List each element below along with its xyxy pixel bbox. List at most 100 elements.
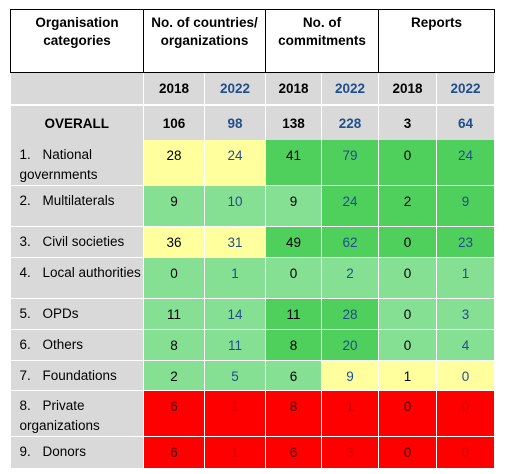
category-name: National governments	[19, 147, 98, 182]
year-cell: 2022	[436, 72, 496, 104]
value-cell: 9	[436, 185, 496, 227]
year-cell: 2022	[321, 72, 380, 104]
table-row: 4. Local authorities 0 1 0 2 0 1	[10, 257, 496, 299]
value-cell: 28	[143, 140, 205, 186]
value-cell: 0	[265, 257, 323, 299]
category-label: 5. OPDs	[10, 298, 144, 330]
value-cell: 3	[321, 436, 380, 469]
value-cell: 2	[143, 360, 205, 391]
table-row: 8. Private organizations 6 1 8 1 0 0	[10, 390, 496, 437]
category-name: Donors	[42, 444, 87, 459]
header-reports: Reports	[378, 9, 496, 73]
value-cell: 1	[204, 436, 267, 469]
category-name: OPDs	[42, 306, 79, 321]
value-cell: 0	[378, 329, 438, 361]
value-cell: 0	[378, 436, 438, 469]
value-cell: 9	[265, 185, 323, 227]
value-cell: 0	[378, 140, 438, 186]
value-cell: 24	[436, 140, 496, 186]
value-cell: 0	[436, 436, 496, 469]
value-cell: 2	[378, 185, 438, 227]
value-cell: 4	[436, 329, 496, 361]
table-row: 1. National governments 28 24 41 79 0 24	[10, 140, 496, 186]
header-categories: Organisation categories	[10, 9, 144, 73]
value-cell: 0	[378, 257, 438, 299]
value-cell: 41	[265, 140, 323, 186]
value-cell: 36	[143, 226, 205, 258]
value-cell: 31	[204, 226, 267, 258]
category-name: Private organizations	[19, 398, 100, 433]
header-commitments: No. of commitments	[265, 9, 380, 73]
year-cell: 2018	[378, 72, 438, 104]
year-cell: 2022	[204, 72, 267, 104]
overall-label: OVERALL	[10, 106, 144, 140]
value-cell: 0	[378, 390, 438, 437]
category-name: Foundations	[42, 368, 117, 383]
value-cell: 10	[204, 185, 267, 227]
value-cell: 0	[378, 226, 438, 258]
overall-value: 228	[321, 106, 380, 140]
value-cell: 2	[321, 257, 380, 299]
category-number: 1.	[19, 147, 31, 162]
value-cell: 11	[143, 298, 205, 330]
table-row: 9. Donors 6 1 6 3 0 0	[10, 436, 496, 469]
category-name: Local authorities	[42, 265, 141, 280]
value-cell: 1	[378, 360, 438, 391]
value-cell: 6	[265, 436, 323, 469]
value-cell: 24	[321, 185, 380, 227]
overall-value: 64	[436, 106, 496, 140]
overall-row: OVERALL 106 98 138 228 3 64	[10, 106, 496, 140]
category-name: Others	[42, 337, 84, 352]
value-cell: 9	[321, 360, 380, 391]
category-name: Multilaterals	[42, 193, 115, 208]
value-cell: 1	[204, 257, 267, 299]
category-name: Civil societies	[42, 234, 125, 249]
header-countries: No. of countries/ organizations	[142, 9, 267, 73]
value-cell: 0	[378, 298, 438, 330]
value-cell: 8	[265, 390, 323, 437]
category-number: 2.	[19, 193, 31, 208]
value-cell: 20	[321, 329, 380, 361]
table-row: 7. Foundations 2 5 6 9 1 0	[10, 360, 496, 391]
category-label: 8. Private organizations	[10, 390, 144, 437]
table-row: 5. OPDs 11 14 11 28 0 3	[10, 298, 496, 330]
value-cell: 1	[321, 390, 380, 437]
value-cell: 3	[436, 298, 496, 330]
value-cell: 14	[204, 298, 267, 330]
value-cell: 49	[265, 226, 323, 258]
value-cell: 11	[204, 329, 267, 361]
value-cell: 0	[436, 360, 496, 391]
category-number: 6.	[19, 337, 31, 352]
overall-value: 98	[204, 106, 267, 140]
value-cell: 6	[265, 360, 323, 391]
value-cell: 23	[436, 226, 496, 258]
value-cell: 28	[321, 298, 380, 330]
category-number: 9.	[19, 444, 31, 459]
table-row: 3. Civil societies 36 31 49 62 0 23	[10, 226, 496, 258]
value-cell: 0	[143, 257, 205, 299]
value-cell: 0	[436, 390, 496, 437]
commitments-table: Organisation categories No. of countries…	[10, 9, 496, 469]
category-label: 6. Others	[10, 329, 144, 361]
table-row: 6. Others 8 11 8 20 0 4	[10, 329, 496, 361]
year-cell: 2018	[265, 72, 323, 104]
category-label: 4. Local authorities	[10, 257, 144, 299]
overall-value: 138	[265, 106, 323, 140]
category-label: 7. Foundations	[10, 360, 144, 391]
value-cell: 1	[204, 390, 267, 437]
category-label: 2. Multilaterals	[10, 185, 144, 227]
category-label: 3. Civil societies	[10, 226, 144, 258]
value-cell: 1	[436, 257, 496, 299]
category-number: 5.	[19, 306, 31, 321]
year-cell: 2018	[143, 72, 205, 104]
value-cell: 6	[143, 390, 205, 437]
value-cell: 11	[265, 298, 323, 330]
overall-value: 3	[378, 106, 438, 140]
category-number: 4.	[19, 265, 31, 280]
value-cell: 5	[204, 360, 267, 391]
category-number: 3.	[19, 234, 31, 249]
value-cell: 62	[321, 226, 380, 258]
category-number: 7.	[19, 368, 31, 383]
value-cell: 6	[143, 436, 205, 469]
value-cell: 9	[143, 185, 205, 227]
